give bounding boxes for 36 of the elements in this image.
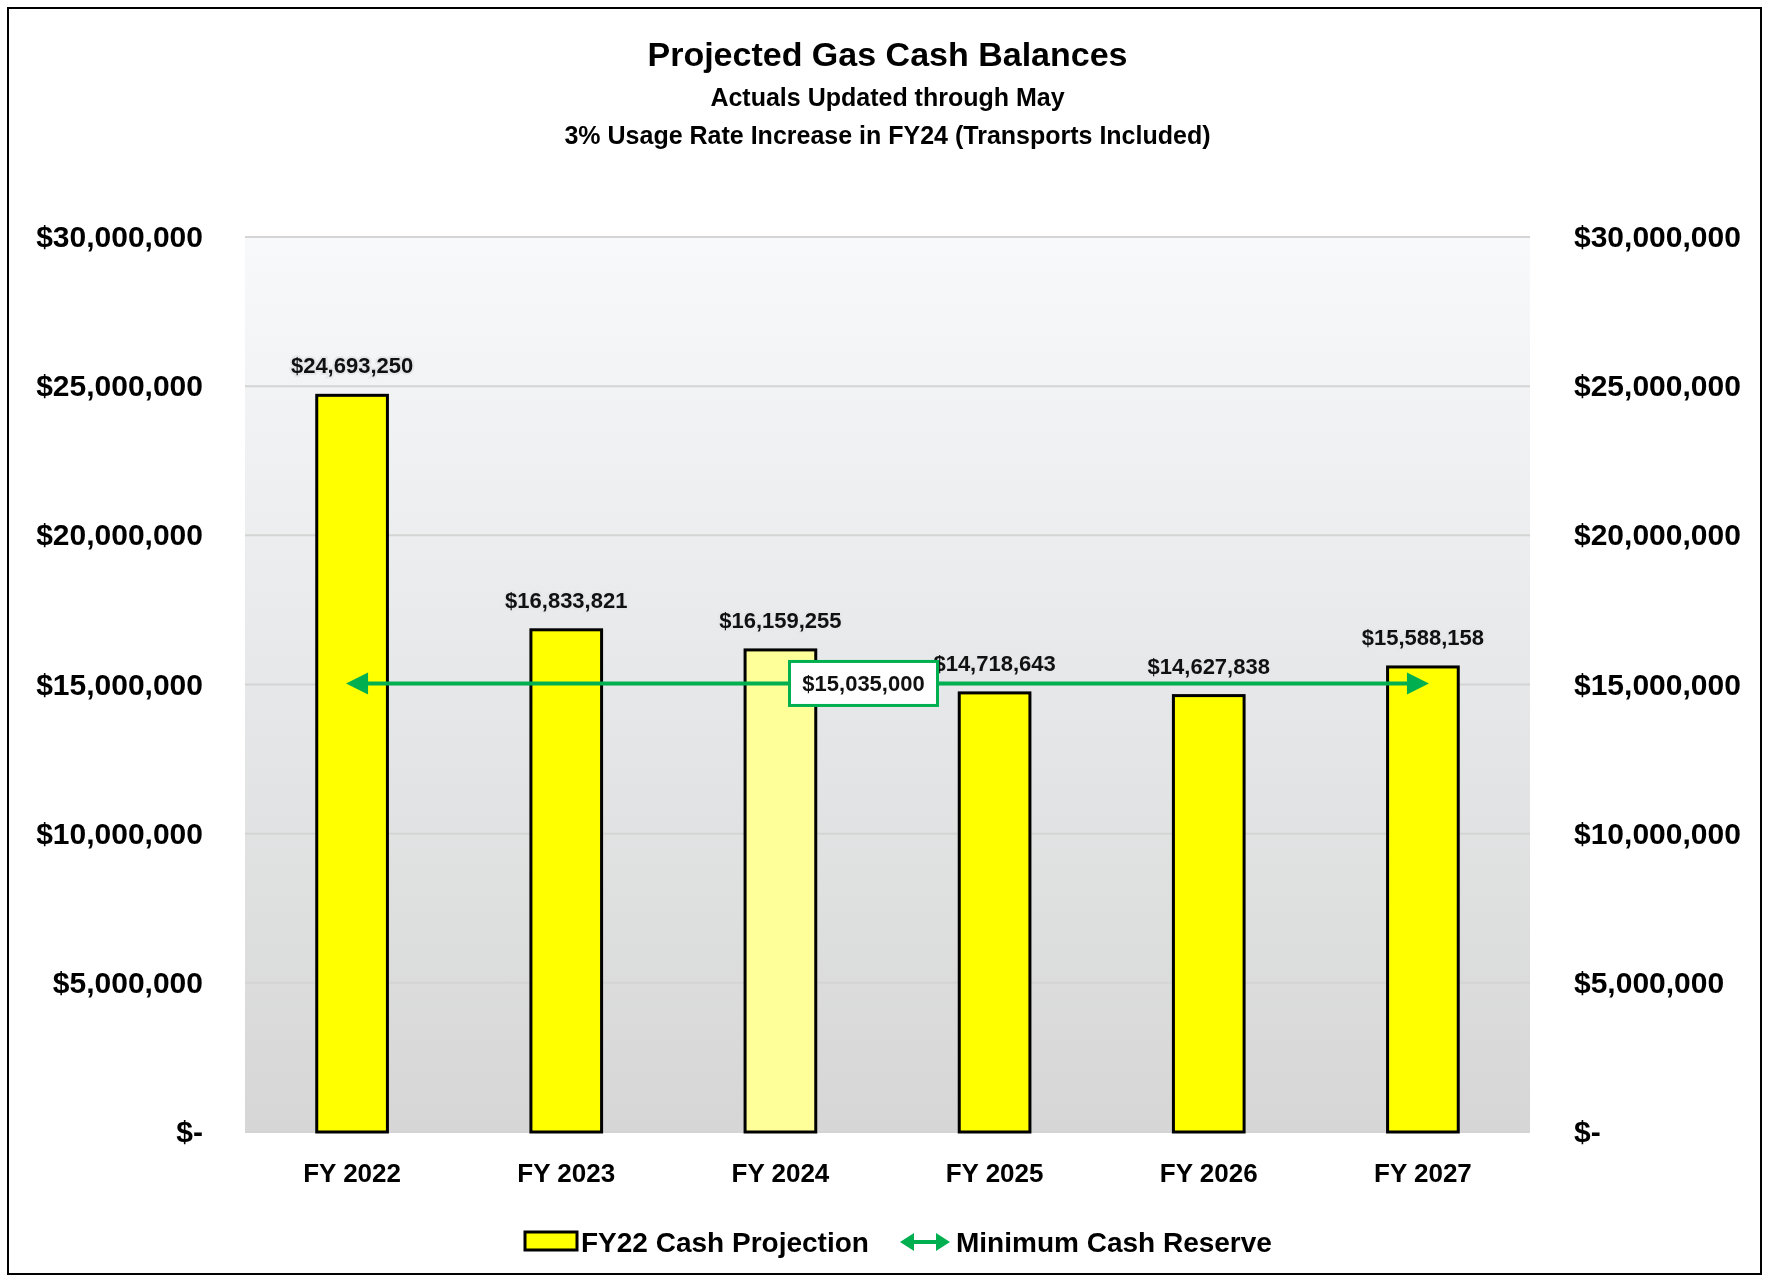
- x-tick-label: FY 2024: [731, 1158, 830, 1188]
- bar: [529, 628, 604, 1134]
- y2-tick-label: $30,000,000: [1574, 220, 1741, 253]
- x-tick-label: FY 2027: [1374, 1158, 1472, 1188]
- annotation: $15,035,000: [802, 671, 925, 697]
- y-tick-label: $10,000,000: [36, 816, 203, 850]
- data-label: $24,693,250: [290, 353, 414, 379]
- bar: [1171, 694, 1246, 1134]
- y2-tick-label: $25,000,000: [1574, 369, 1741, 403]
- y-tick-label: $20,000,000: [36, 518, 203, 552]
- data-label: $16,159,255: [719, 607, 842, 633]
- y-tick-label: $5,000,000: [52, 965, 203, 999]
- y-tick-label: $25,000,000: [36, 369, 203, 403]
- data-label: $14,718,643: [933, 650, 1056, 676]
- legend-label: FY22 Cash Projection: [581, 1227, 869, 1258]
- y-tick-label: $15,000,000: [36, 667, 203, 701]
- chart-subtitle: Actuals Updated through May 3% Usage Rate Increase in FY24 (Transports Included): [564, 83, 1211, 149]
- bar: [957, 691, 1032, 1134]
- data-label: $14,627,838: [1147, 653, 1270, 679]
- chart-title: Projected Gas Cash Balances: [647, 35, 1128, 73]
- x-tick-label: FY 2022: [303, 1158, 401, 1188]
- y2-tick-label: $20,000,000: [1574, 518, 1741, 552]
- x-tick-label: FY 2025: [945, 1158, 1044, 1188]
- y-tick-label: $30,000,000: [36, 220, 203, 253]
- y2-tick-label: $15,000,000: [1574, 667, 1741, 701]
- y-tick-label: $-: [176, 1115, 203, 1148]
- data-label: $16,833,821: [505, 587, 628, 613]
- data-label: $15,588,158: [1361, 624, 1485, 650]
- y2-tick-label: $-: [1574, 1115, 1601, 1148]
- x-tick-label: FY 2026: [1159, 1158, 1258, 1188]
- y2-tick-label: $5,000,000: [1574, 965, 1725, 999]
- bar: [1386, 665, 1460, 1134]
- bar: [315, 393, 389, 1134]
- legend-label: Minimum Cash Reserve: [956, 1227, 1272, 1258]
- x-tick-label: FY 2023: [517, 1158, 616, 1188]
- y2-tick-label: $10,000,000: [1574, 816, 1741, 850]
